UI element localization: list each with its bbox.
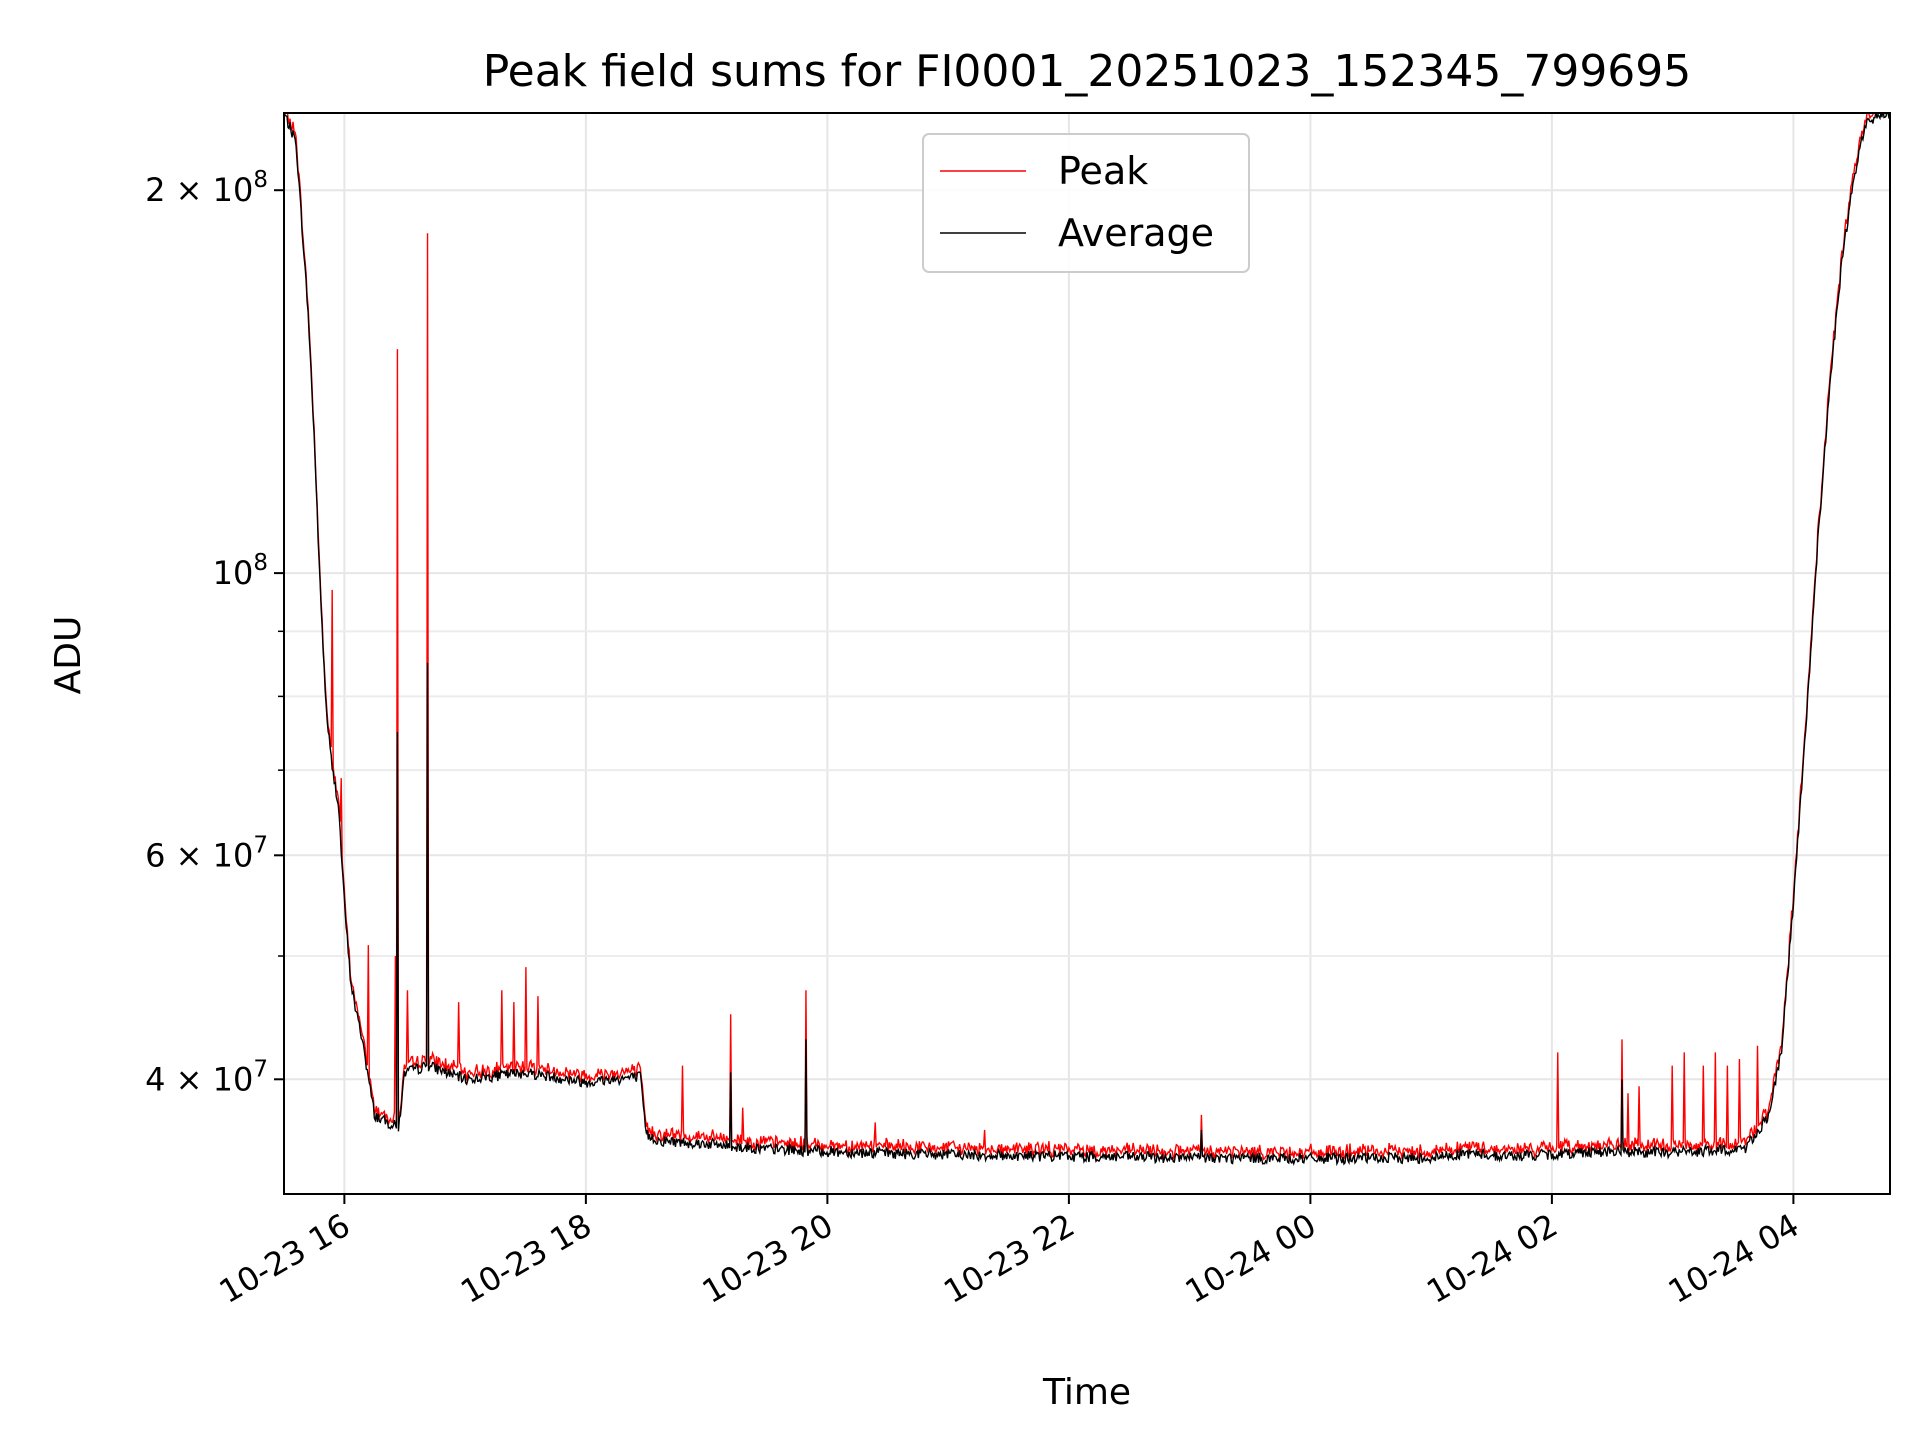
legend-box xyxy=(922,133,1250,273)
legend-label-average: Average xyxy=(1058,211,1214,255)
plot-frame xyxy=(283,112,1891,1195)
y-tick-mantissa: 6 × 10 xyxy=(145,836,253,874)
y-tick-exponent: 8 xyxy=(253,167,268,193)
y-tick-label: 6 × 107 xyxy=(145,832,268,874)
chart-title: Peak field sums for FI0001_20251023_1523… xyxy=(483,46,1692,97)
y-tick-mantissa: 2 × 10 xyxy=(145,171,253,209)
y-tick-label: 2 × 108 xyxy=(145,167,268,209)
series-line-average xyxy=(284,113,1890,1167)
y-tick-exponent: 8 xyxy=(253,550,268,576)
y-tick-mantissa: 4 × 10 xyxy=(145,1060,253,1098)
series-layer xyxy=(284,113,1890,1167)
y-tick-exponent: 7 xyxy=(253,832,268,858)
y-tick-mantissa: 10 xyxy=(213,554,254,592)
series-line-peak xyxy=(286,113,1890,1162)
legend-label-peak: Peak xyxy=(1058,149,1148,193)
legend: Peak Average xyxy=(922,133,1250,273)
y-axis-label: ADU xyxy=(48,616,89,695)
y-tick-label: 4 × 107 xyxy=(145,1056,268,1098)
y-tick-label: 108 xyxy=(213,550,268,592)
y-tick-exponent: 7 xyxy=(253,1056,268,1082)
x-axis-label: Time xyxy=(1042,1372,1131,1413)
